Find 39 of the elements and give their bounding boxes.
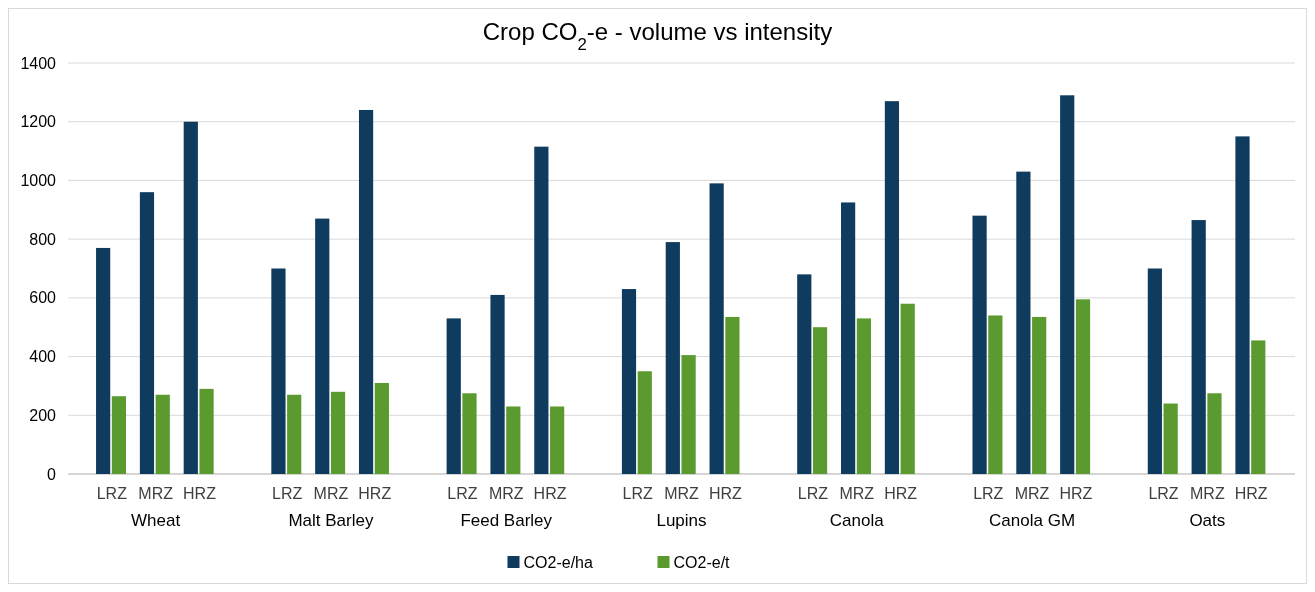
y-tick-label: 0: [47, 465, 57, 483]
x-tick-label: MRZ: [664, 485, 700, 502]
text: Canola: [829, 511, 885, 530]
y-tick-label: 600: [29, 289, 57, 307]
x-tick-label: MRZ: [488, 485, 524, 502]
y-tick-label: 400: [29, 348, 57, 366]
text: Wheat: [131, 511, 181, 530]
x-tick-label: MRZ: [839, 485, 875, 502]
x-tick-label: LRZ: [271, 485, 303, 502]
x-tick-label: HRZ: [708, 485, 742, 502]
x-tick-label: LRZ: [1148, 485, 1179, 502]
legend-label: CO2-e/ha: [523, 553, 593, 571]
x-tick-label: LRZ: [622, 485, 654, 502]
x-tick-label: LRZ: [96, 485, 128, 502]
chart-title: Crop CO$_{2}$-e - volume vs intensity: [482, 18, 833, 54]
text: Feed Barley: [460, 511, 553, 530]
text: Canola GM: [989, 511, 1076, 530]
x-tick-label: LRZ: [797, 485, 829, 502]
x-tick-label: HRZ: [533, 485, 567, 502]
text: Oats: [1189, 511, 1226, 530]
x-tick-label: MRZ: [313, 485, 349, 502]
y-tick-label: 200: [29, 406, 57, 424]
x-tick-label: HRZ: [183, 485, 217, 502]
x-tick-label: HRZ: [884, 485, 918, 502]
x-tick-label: MRZ: [1190, 485, 1225, 502]
text: Malt Barley: [288, 511, 374, 530]
y-tick-label: 1400: [20, 54, 57, 72]
legend-label: CO2-e/t: [673, 553, 731, 571]
x-tick-label: LRZ: [447, 485, 478, 502]
x-tick-label: MRZ: [138, 485, 174, 502]
x-tick-label: LRZ: [973, 485, 1004, 502]
x-tick-label: HRZ: [1234, 485, 1268, 502]
y-tick-label: 1000: [20, 172, 57, 190]
x-tick-label: HRZ: [358, 485, 392, 502]
x-tick-label: HRZ: [1059, 485, 1093, 502]
x-tick-label: MRZ: [1014, 485, 1050, 502]
text: Lupins: [656, 511, 707, 530]
y-tick-label: 800: [29, 230, 57, 248]
y-tick-label: 1200: [20, 113, 57, 131]
